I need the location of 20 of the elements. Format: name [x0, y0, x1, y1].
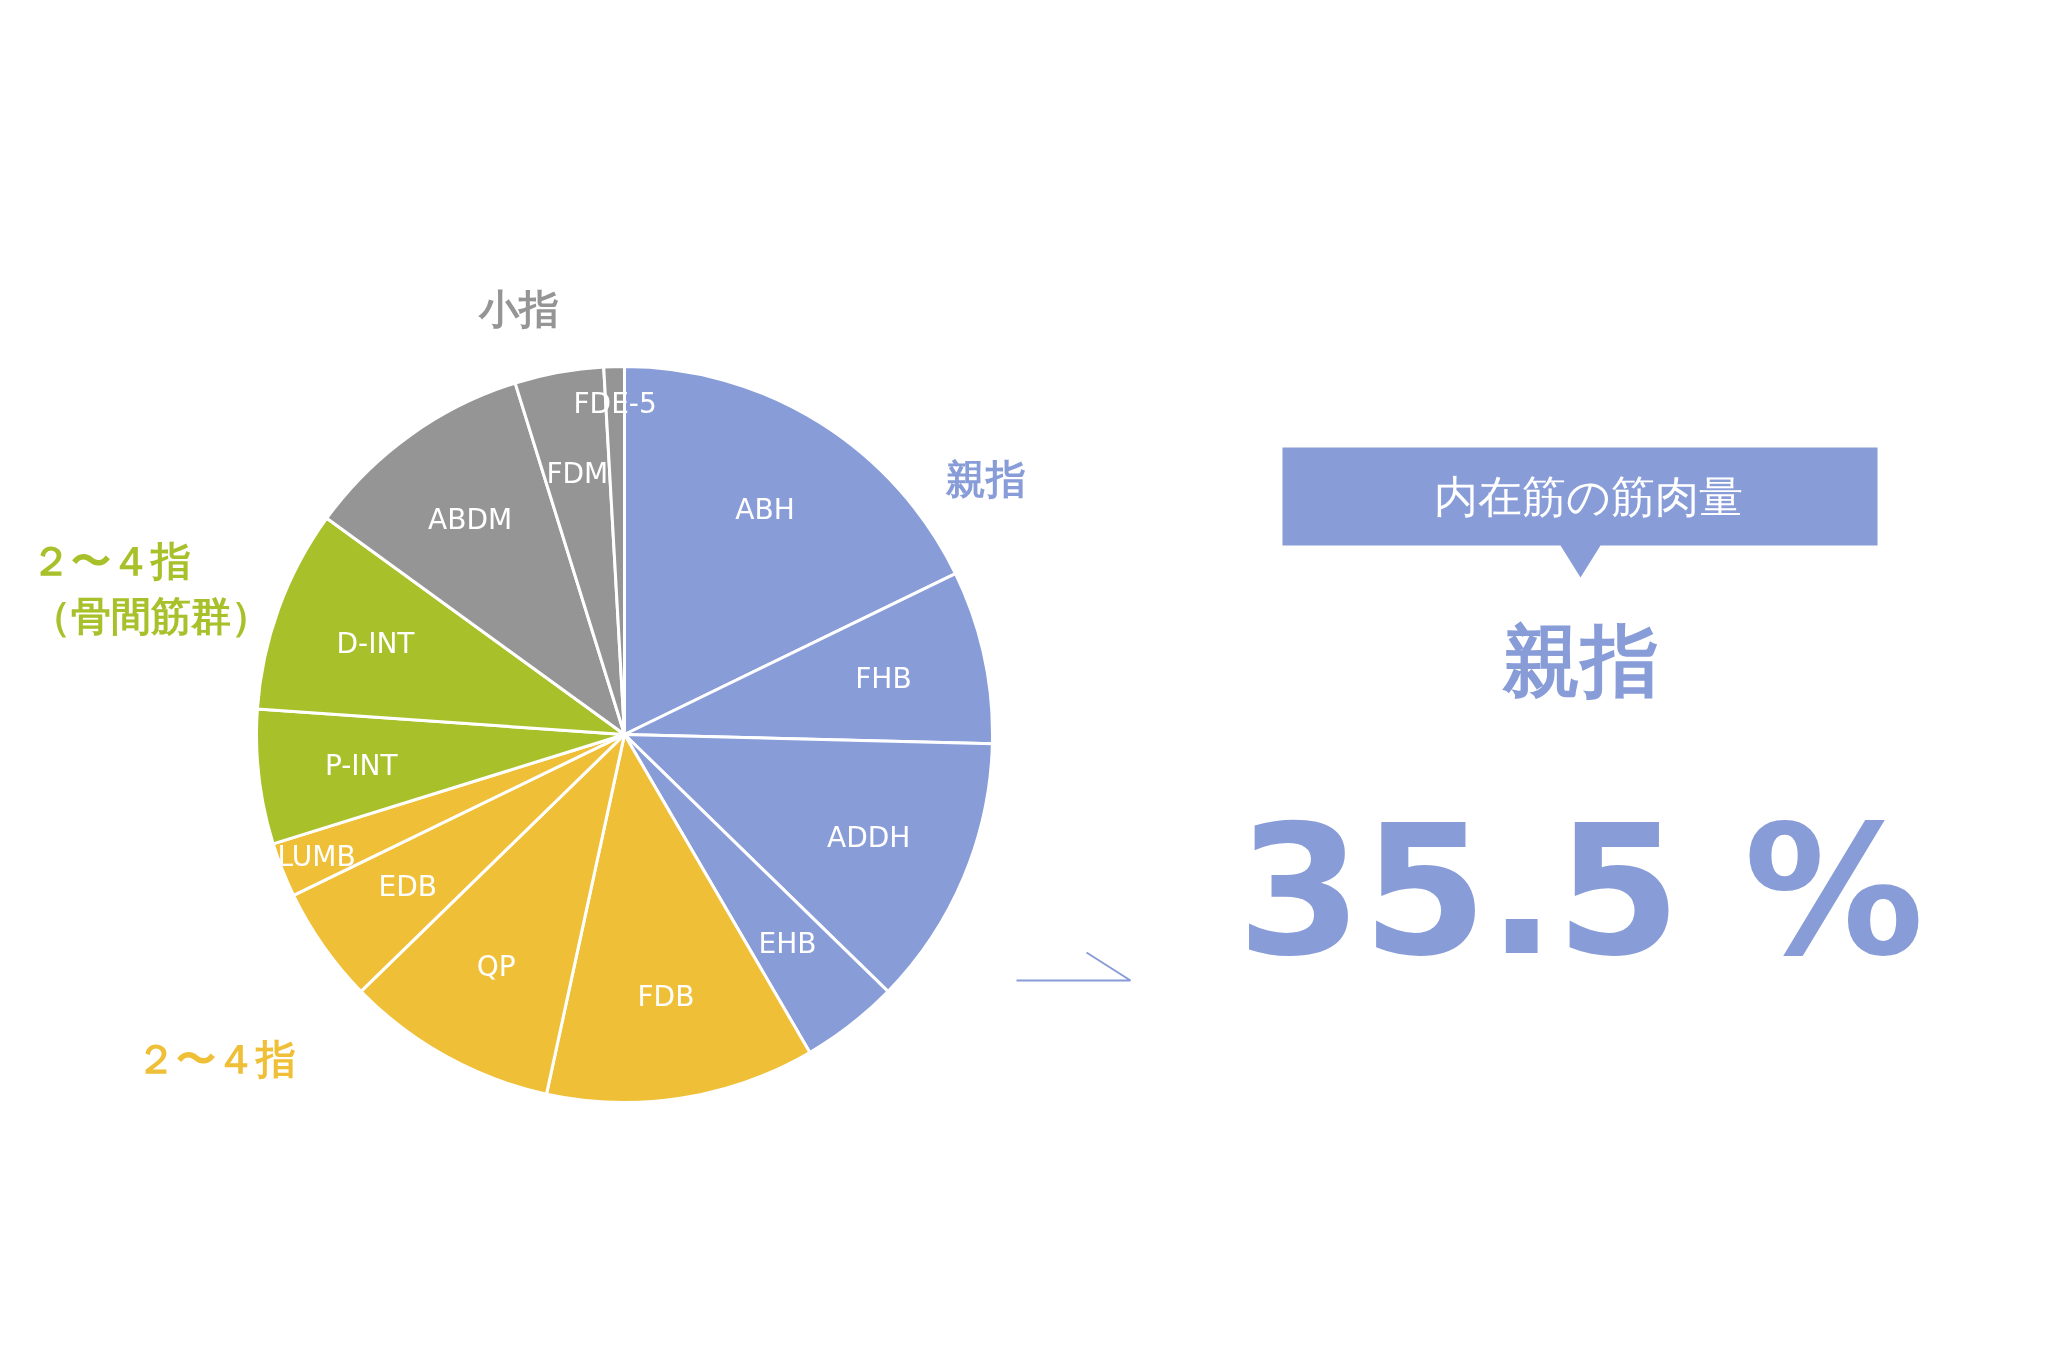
slice-label: ABH	[735, 493, 795, 527]
text: ２〜４指	[135, 1035, 296, 1082]
slice-label: ADDH	[826, 820, 911, 854]
slice-label: ABDM	[428, 502, 513, 536]
text: 内在筋の筋肉量	[1434, 471, 1743, 522]
slice-label: FDM	[546, 457, 609, 491]
slice-label: QP	[476, 949, 516, 983]
slice-label: FHB	[855, 661, 912, 695]
text: ２〜４指	[30, 537, 191, 584]
text: 小指	[477, 285, 559, 332]
text: 35.5 %	[1236, 786, 1925, 995]
slice-label: LUMB	[277, 839, 356, 873]
text: 親指	[1501, 615, 1659, 706]
slice-label: EHB	[758, 926, 817, 960]
slice-label: P-INT	[324, 748, 399, 782]
text: （骨間筋群）	[30, 592, 271, 639]
slice-label: D-INT	[336, 627, 416, 661]
slice-label: FDB	[637, 979, 695, 1013]
text: 親指	[944, 455, 1026, 502]
slice-label: EDB	[378, 870, 437, 904]
